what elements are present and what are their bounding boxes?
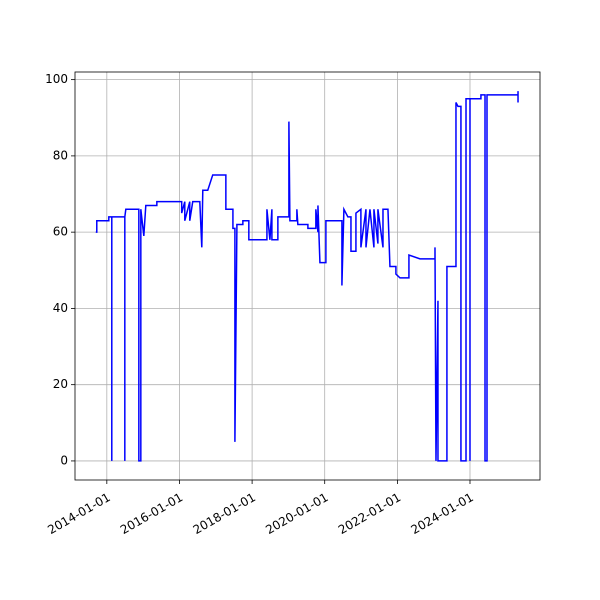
y-tick-label: 60 (53, 225, 68, 239)
x-tick-label: 2016-01-01 (118, 490, 185, 537)
x-tick-label: 2020-01-01 (263, 490, 330, 537)
y-tick-label: 0 (60, 453, 68, 467)
x-tick-label: 2022-01-01 (336, 490, 403, 537)
x-tick-label: 2018-01-01 (191, 490, 258, 537)
y-tick-label: 100 (45, 72, 68, 86)
data-line (95, 91, 519, 462)
y-tick-label: 80 (53, 148, 68, 162)
x-tick-label: 2014-01-01 (45, 490, 112, 537)
x-tick-label: 2024-01-01 (408, 490, 475, 537)
plot-frame (74, 71, 541, 481)
y-tick-label: 40 (53, 301, 68, 315)
y-tick-label: 20 (53, 377, 68, 391)
